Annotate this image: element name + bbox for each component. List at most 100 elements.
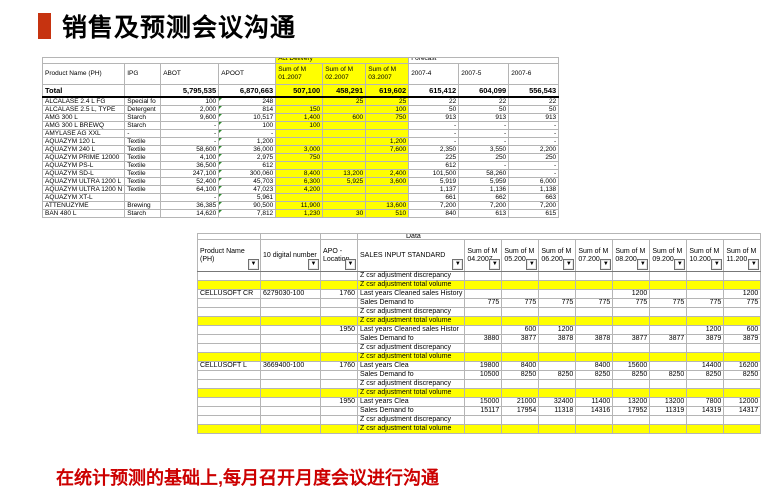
- error-indicator-icon: [219, 210, 223, 213]
- t2-cell: [260, 397, 321, 407]
- error-indicator-icon: [219, 178, 223, 181]
- t2-cell: [501, 316, 540, 326]
- filter-dropdown-button[interactable]: ▼: [526, 259, 538, 270]
- t1-cell: 2,975: [218, 153, 277, 162]
- t1-cell: 750: [275, 153, 324, 162]
- t2-row-label: Sales Demand fo: [356, 406, 466, 416]
- t1-cell: AQUAZYM ULTRA 1200 L: [41, 177, 126, 186]
- t2-cell: 17954: [501, 406, 540, 416]
- t1-cell: Special fo: [124, 96, 162, 106]
- t2-cell: 14317: [723, 406, 762, 416]
- t2-cell: [197, 415, 261, 425]
- filter-dropdown-button[interactable]: ▼: [345, 259, 356, 270]
- filter-dropdown-button[interactable]: ▼: [711, 259, 723, 270]
- t2-cell: [686, 415, 725, 425]
- t2-cell: [723, 280, 762, 290]
- filter-dropdown-button[interactable]: ▼: [248, 259, 259, 270]
- t1-cell: 247,100: [160, 169, 220, 178]
- t2-cell: [612, 352, 651, 362]
- t2-cell: 15600: [612, 361, 651, 371]
- t1-cell: 913: [508, 113, 560, 122]
- t2-cell: [501, 415, 540, 425]
- t1-cell: 64,100: [160, 185, 220, 194]
- t1-cell: 25: [365, 96, 410, 106]
- t1-cell: 36,385: [160, 201, 220, 210]
- t2-cell: [464, 289, 503, 299]
- t1-cell: 22: [458, 96, 510, 106]
- t1-cell: 814: [218, 105, 277, 114]
- t2-header-cell: Sum of M 08.200 ▼: [612, 239, 651, 272]
- t2-cell: 775: [464, 298, 503, 308]
- t2-cell: 3879: [686, 334, 725, 344]
- filter-dropdown-button[interactable]: ▼: [674, 259, 686, 270]
- error-indicator-icon: [219, 146, 223, 149]
- t1-cell: 6,000: [508, 177, 560, 186]
- t2-cell: [260, 334, 321, 344]
- t2-cell: [197, 343, 261, 353]
- t1-total-label: Total: [41, 84, 126, 98]
- filter-dropdown-button[interactable]: ▼: [600, 259, 612, 270]
- t2-cell: [612, 388, 651, 398]
- t2-cell: [649, 352, 688, 362]
- t1-cell: 6,300: [275, 177, 324, 186]
- t2-row-label: Last years Clea: [356, 361, 466, 371]
- t2-cell: 8250: [649, 370, 688, 380]
- t2-cell: [723, 316, 762, 326]
- filter-dropdown-button[interactable]: ▼: [489, 259, 501, 270]
- t1-cell: -: [408, 121, 460, 130]
- filter-dropdown-button[interactable]: ▼: [563, 259, 575, 270]
- filter-dropdown-button[interactable]: ▼: [637, 259, 649, 270]
- t2-cell: [320, 307, 358, 317]
- t2-cell: [575, 280, 614, 290]
- t2-header-cell: 10 digital number ▼: [260, 239, 321, 272]
- t1-cell: [322, 201, 367, 210]
- t2-header-cell: Sum of M 07.200 ▼: [575, 239, 614, 272]
- t2-header-cell: Sum of M 11.200 ▼: [723, 239, 762, 272]
- t2-cell: [464, 325, 503, 335]
- t2-cell: [260, 307, 321, 317]
- t2-cell: [320, 415, 358, 425]
- filter-dropdown-button[interactable]: ▼: [748, 259, 760, 270]
- t2-cell: [575, 352, 614, 362]
- t2-row-label: Last years Clea: [356, 397, 466, 407]
- t1-cell: 52,400: [160, 177, 220, 186]
- t2-cell: [612, 325, 651, 335]
- t1-cell: 5,919: [408, 177, 460, 186]
- t2-cell: [649, 325, 688, 335]
- t1-cell: 615: [508, 209, 560, 218]
- t1-cell: 913: [408, 113, 460, 122]
- t2-header-cell: Sum of M 04.2007 ▼: [464, 239, 503, 272]
- t2-cell: [197, 406, 261, 416]
- t1-cell: 2,400: [365, 169, 410, 178]
- filter-dropdown-button[interactable]: ▼: [452, 259, 464, 270]
- t2-cell: 13200: [649, 397, 688, 407]
- filter-dropdown-button[interactable]: ▼: [308, 259, 319, 270]
- t1-cell: Textile: [124, 153, 162, 162]
- t2-cell: [320, 424, 358, 434]
- t2-cell: 11319: [649, 406, 688, 416]
- t1-cell: 613: [458, 209, 510, 218]
- t2-cell: [649, 361, 688, 371]
- t1-cell: [275, 193, 324, 202]
- t1-total-value: 604,099: [458, 84, 510, 98]
- t1-cell: 90,500: [218, 201, 277, 210]
- error-indicator-icon: [219, 138, 223, 141]
- t2-cell: [464, 316, 503, 326]
- t2-cell: 16200: [723, 361, 762, 371]
- t1-cell: 5,959: [458, 177, 510, 186]
- t2-cell: 775: [686, 298, 725, 308]
- t1-cell: -: [508, 137, 560, 146]
- t1-header-cell: 2007-4: [408, 63, 460, 85]
- t2-cell: 15117: [464, 406, 503, 416]
- t1-cell: ATTENUZYME: [41, 201, 126, 210]
- t2-row-label: Sales Demand fo: [356, 370, 466, 380]
- t2-cell: [260, 271, 321, 281]
- t1-cell: Textile: [124, 137, 162, 146]
- t1-cell: -: [408, 137, 460, 146]
- t2-cell: 775: [723, 298, 762, 308]
- t2-cell: [575, 271, 614, 281]
- t1-cell: 7,600: [365, 145, 410, 154]
- t2-cell: [538, 280, 577, 290]
- t2-cell: [501, 280, 540, 290]
- t2-cell: [501, 343, 540, 353]
